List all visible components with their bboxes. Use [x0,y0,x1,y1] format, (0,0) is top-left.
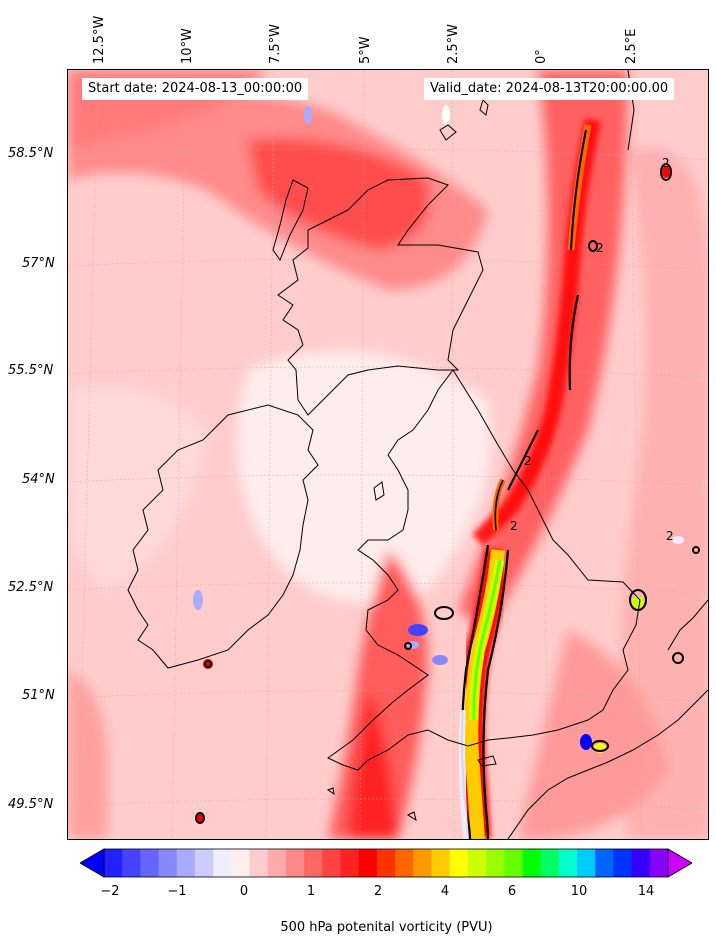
colorbar-segment [486,849,505,877]
colorbar-segment [322,849,342,877]
valid-date-box: Valid_date: 2024-08-13T20:00:00.00 [424,78,675,100]
colorbar-segment [522,849,542,877]
pv-contour-rings [195,163,700,824]
pv-map-svg: 2 2 2 2 2 [68,70,708,839]
lat-label-49-5n: 49.5°N [8,797,54,812]
coastline-france [507,689,708,839]
lon-label-7-5w: 7.5°W [268,23,283,64]
cb-tick-neg1: −1 [167,884,187,899]
contour-label-5: 2 [666,529,674,543]
colorbar-segment [631,849,651,877]
lon-label-2-5e: 2.5°E [624,28,639,64]
graticule [68,70,708,839]
pv-streamer-south [458,544,511,839]
colorbar-segment [267,849,287,877]
lat-label-51n: 51°N [22,688,55,703]
colorbar-segment [194,849,214,877]
colorbar-segment [577,849,596,877]
colorbar-label: 500 hPa potenital vorticity (PVU) [280,920,493,935]
pv-southwest-core [348,690,398,839]
colorbar-segment [176,849,196,877]
coastline-orkney [439,124,457,141]
colorbar-segment [449,849,469,877]
colorbar-segment [358,849,378,877]
coastline-england-wales [327,369,641,771]
lon-label-2-5w: 2.5°W [446,23,461,64]
colorbar-segment [304,849,323,877]
pv-southwest-band [328,550,428,839]
colorbar-segment [467,849,487,877]
coastline-hebrides [272,179,309,262]
colorbar [80,848,692,878]
cb-tick-4: 4 [440,884,450,899]
contour-label-1: 2 [596,241,604,255]
colorbar-left-arrow [80,848,105,878]
coastline-isle-of-man [373,481,385,501]
lon-label-10w: 10°W [180,28,195,64]
colorbar-segments [103,848,669,878]
pv-north-core [248,138,430,250]
lat-label-55-5n: 55.5°N [8,363,54,378]
colorbar-segment [285,849,305,877]
cb-tick-10: 10 [570,884,588,899]
pv-contour-labels: 2 2 2 2 2 [510,156,674,543]
cb-tick-6: 6 [507,884,517,899]
lat-label-54n: 54°N [22,472,55,487]
colorbar-segment [104,849,123,877]
lat-label-52-5n: 52.5°N [8,580,54,595]
colorbar-segment [595,849,614,877]
lat-label-58-5n: 58.5°N [8,146,54,161]
colorbar-segment [122,849,141,877]
colorbar-segment [376,849,396,877]
coastline-shetland [479,99,489,116]
pv-low-region [236,350,492,604]
lon-label-0: 0° [534,49,549,64]
colorbar-segment [158,849,178,877]
coastline-isle-of-wight [477,755,497,767]
coastline-channel-islands [406,811,417,822]
cb-tick-2: 2 [373,884,383,899]
colorbar-segment [340,849,360,877]
colorbar-segment [213,849,232,877]
colorbar-segment [140,849,160,877]
colorbar-right-arrow [667,848,692,878]
colorbar-segment [558,849,578,877]
pv-low-region-west [68,385,208,590]
lat-label-57n: 57°N [22,256,55,271]
colorbar-segment [431,849,451,877]
cb-tick-14: 14 [637,884,655,899]
pv-streamer-east [472,118,601,546]
cb-tick-1: 1 [306,884,316,899]
coastline-netherlands [667,599,708,651]
colorbar-segment [649,849,669,877]
colorbar-segment [413,849,432,877]
cb-tick-neg2: −2 [100,884,120,899]
contour-label-4: 2 [510,519,518,533]
pv-negative-spots [193,105,684,823]
pv-map: 2 2 2 2 2 [67,69,709,840]
colorbar-segment [231,849,251,877]
coastline-scilly [326,787,335,796]
colorbar-segment [504,849,523,877]
contour-label-2: 2 [662,156,670,170]
lon-label-12-5w: 12.5°W [92,15,107,64]
pv-southeast [518,630,668,839]
contour-label-3: 2 [524,454,532,468]
lon-label-5w: 5°W [358,36,373,64]
start-date-box: Start date: 2024-08-13_00:00:00 [82,78,309,100]
colorbar-segment [249,849,269,877]
colorbar-segment [540,849,560,877]
colorbar-segment [613,849,633,877]
pv-far-east [620,147,708,839]
coastline-ireland [127,404,319,669]
pv-west-lobe [68,670,108,839]
colorbar-segment [395,849,414,877]
coastlines [127,70,708,839]
cb-tick-0: 0 [239,884,249,899]
coastline-scotland [277,177,484,416]
